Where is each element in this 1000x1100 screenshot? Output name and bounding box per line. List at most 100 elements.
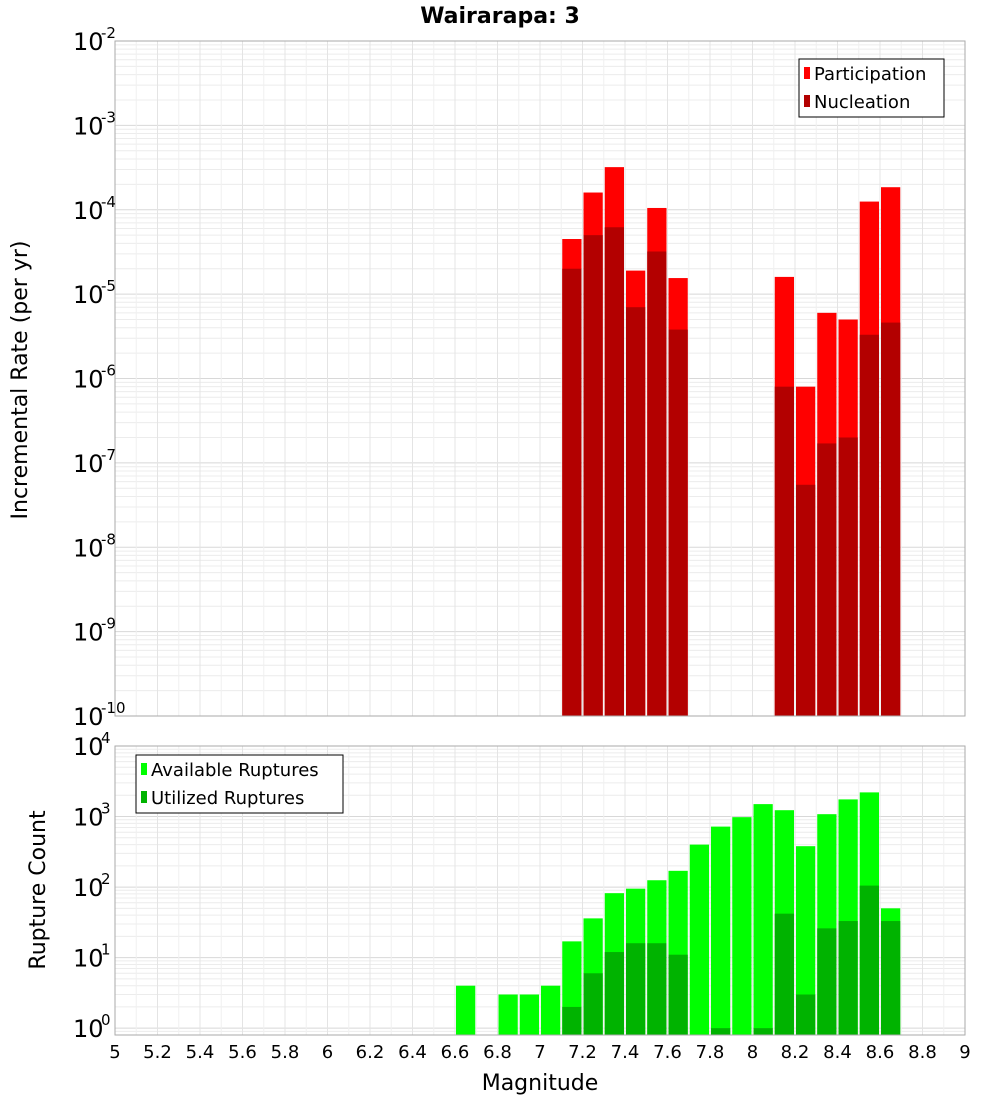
bar — [711, 826, 731, 1035]
y-tick-label: 10 — [73, 945, 104, 973]
bar — [626, 307, 646, 716]
bar — [796, 846, 816, 1035]
y-tick-label-exponent: 3 — [101, 800, 111, 818]
x-tick-label: 7.8 — [696, 1042, 725, 1063]
legend-swatch — [804, 67, 810, 79]
x-tick-label: 8.8 — [908, 1042, 937, 1063]
y-tick-label-exponent: -2 — [101, 24, 116, 42]
top-legend: Participation Nucleation — [798, 58, 945, 118]
legend-swatch — [141, 763, 147, 775]
top-plot-area: 10-210-310-410-510-610-710-810-910-10 Par… — [73, 24, 966, 731]
legend-label: Available Ruptures — [151, 760, 319, 781]
x-tick-label: 6.8 — [483, 1042, 512, 1063]
bar — [859, 885, 879, 1035]
y-tick-label: 10 — [73, 112, 104, 140]
bar — [881, 322, 901, 716]
y-tick-label-exponent: -9 — [101, 615, 116, 633]
x-tick-label: 7.6 — [653, 1042, 682, 1063]
y-tick-label-exponent: -5 — [101, 277, 116, 295]
bar — [583, 235, 603, 716]
x-tick-label: 8 — [747, 1042, 758, 1063]
bottom-legend-box — [135, 754, 344, 814]
y-tick-label-exponent: -7 — [101, 446, 116, 464]
y-tick-label: 10 — [73, 619, 104, 647]
bar — [583, 973, 603, 1035]
y-tick-label: 10 — [73, 450, 104, 478]
legend-label: Participation — [814, 64, 926, 85]
x-tick-label: 7.4 — [611, 1042, 640, 1063]
bar — [753, 1028, 773, 1035]
y-tick-label: 10 — [73, 281, 104, 309]
y-tick-label-exponent: 4 — [101, 729, 111, 747]
x-tick-label: 8.6 — [866, 1042, 895, 1063]
y-tick-label-exponent: 1 — [101, 941, 111, 959]
legend-swatch — [804, 95, 810, 107]
y-tick-label: 10 — [73, 703, 104, 731]
y-tick-label-exponent: -8 — [101, 530, 116, 548]
top-legend-box — [798, 58, 945, 118]
legend-label: Nucleation — [814, 92, 910, 113]
bar — [774, 386, 794, 716]
bar — [753, 804, 773, 1035]
x-tick-label: 9 — [959, 1042, 970, 1063]
x-tick-label: 7.2 — [568, 1042, 597, 1063]
y-tick-label: 10 — [73, 197, 104, 225]
y-tick-label: 10 — [73, 366, 104, 394]
bar — [838, 921, 858, 1035]
bar — [604, 227, 624, 716]
bar — [817, 928, 837, 1035]
y-tick-label-exponent: 0 — [101, 1011, 111, 1029]
x-tick-label: 6.6 — [441, 1042, 470, 1063]
x-tick-label: 5.8 — [271, 1042, 300, 1063]
chart-title: Wairarapa: 3 — [420, 4, 580, 29]
y-tick-label: 10 — [73, 874, 104, 902]
y-tick-label-exponent: -3 — [101, 108, 116, 126]
bar — [668, 954, 688, 1035]
top-y-axis-label: Incremental Rate (per yr) — [8, 241, 33, 520]
bar — [796, 994, 816, 1035]
bottom-plot-frame — [114, 745, 966, 1036]
x-tick-label: 6.2 — [356, 1042, 385, 1063]
bar — [604, 952, 624, 1035]
bar — [562, 268, 582, 716]
x-tick-label: 5 — [109, 1042, 120, 1063]
bar — [796, 484, 816, 716]
y-tick-label: 10 — [73, 534, 104, 562]
legend-swatch — [141, 791, 147, 803]
x-tick-label: 5.2 — [143, 1042, 172, 1063]
bottom-series-1 — [562, 885, 901, 1035]
bar — [498, 994, 518, 1035]
bar — [668, 329, 688, 716]
x-tick-labels: 5 5.2 5.4 5.6 5.8 6 6.2 6.4 6.6 6.8 7 7.2 7.4 7.6 7.8 8… — [109, 1042, 970, 1063]
bar — [647, 943, 667, 1035]
bar — [838, 437, 858, 716]
top-grid — [114, 40, 966, 717]
top-y-tick-labels: 10-210-310-410-510-610-710-810-910-10 — [73, 24, 126, 731]
x-axis-label: Magnitude — [482, 1071, 599, 1096]
x-tick-label: 8.2 — [781, 1042, 810, 1063]
bar — [859, 334, 879, 716]
bar — [519, 994, 539, 1035]
legend-label: Utilized Ruptures — [151, 788, 304, 809]
bar — [456, 985, 476, 1035]
bar — [689, 844, 709, 1035]
bar — [732, 817, 752, 1035]
x-tick-label: 6 — [322, 1042, 333, 1063]
y-tick-label-exponent: -4 — [101, 193, 116, 211]
bar — [541, 985, 561, 1035]
bar — [711, 1028, 731, 1035]
bar — [774, 913, 794, 1035]
y-tick-label: 10 — [73, 28, 104, 56]
x-tick-label: 5.6 — [228, 1042, 257, 1063]
x-tick-label: 5.4 — [186, 1042, 215, 1063]
y-tick-label: 10 — [73, 1015, 104, 1043]
bar — [562, 1006, 582, 1035]
x-tick-label: 7 — [534, 1042, 545, 1063]
bottom-y-axis-label: Rupture Count — [26, 810, 51, 970]
bottom-legend: Available Ruptures Utilized Ruptures — [135, 754, 344, 814]
y-tick-label-exponent: -6 — [101, 362, 116, 380]
